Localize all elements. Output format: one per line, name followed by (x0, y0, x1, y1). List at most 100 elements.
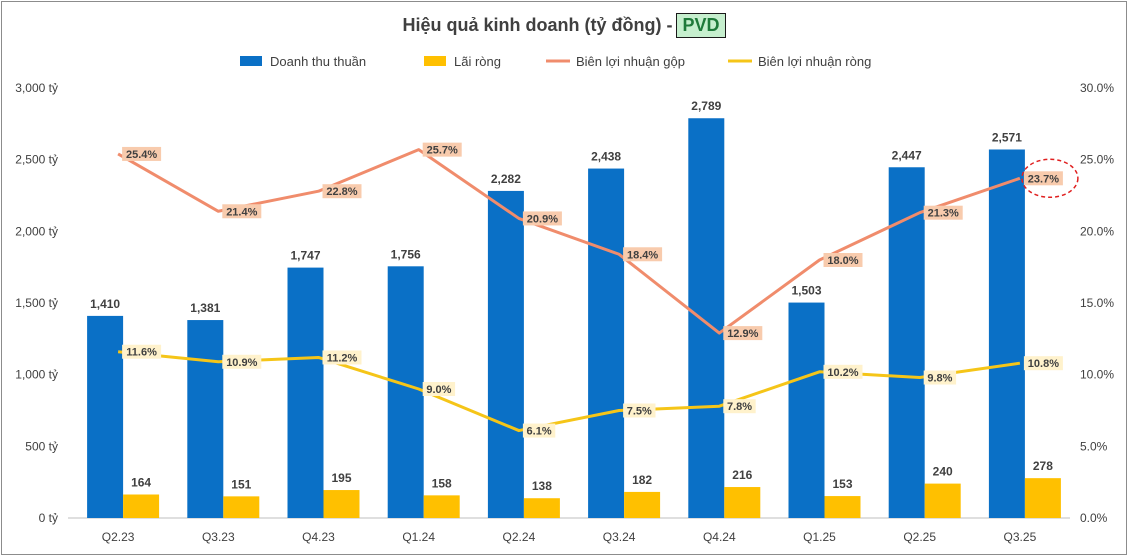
gross-margin-label-bg (923, 205, 963, 220)
net-margin-label-bg (122, 344, 162, 359)
net-margin-label: 7.8% (727, 401, 752, 413)
revenue-bar (87, 315, 124, 518)
net-margin-label-bg (1023, 356, 1063, 371)
gross-margin-label: 25.7% (427, 145, 458, 157)
revenue-bar-label: 2,571 (992, 130, 1022, 144)
legend-label: Biên lợi nhuận ròng (758, 54, 871, 69)
y-left-tick-label: 0 tỷ (39, 511, 58, 525)
net-profit-bar-label: 138 (532, 479, 552, 493)
revenue-bar-label: 2,447 (892, 148, 922, 162)
net-margin-label-bg (923, 370, 957, 385)
net-margin-label-bg (522, 423, 556, 438)
net-margin-label-bg (623, 403, 656, 418)
legend-swatch (424, 56, 446, 66)
revenue-bar (387, 266, 424, 518)
net-margin-label-bg (322, 350, 362, 365)
net-profit-bar (123, 494, 160, 518)
net-margin-label-bg (422, 382, 456, 396)
net-profit-bar-label: 151 (231, 477, 251, 491)
y-right-tick-label: 30.0% (1080, 81, 1114, 95)
net-profit-bar-label: 158 (432, 476, 452, 490)
x-tick-label: Q1.24 (402, 530, 435, 544)
net-margin-label: 9.8% (927, 373, 952, 385)
revenue-bar (788, 302, 825, 518)
y-left-tick-label: 500 tỷ (25, 439, 58, 453)
legend-label: Biên lợi nhuận gộp (576, 54, 685, 69)
gross-margin-label: 21.4% (226, 206, 257, 218)
net-profit-bar (724, 487, 761, 518)
gross-margin-label-bg (723, 326, 763, 341)
revenue-bar (287, 267, 324, 518)
net-margin-label: 7.5% (627, 406, 652, 418)
net-margin-label: 11.2% (327, 352, 358, 364)
chart-title: Hiệu quả kinh doanh (tỷ đồng) - PVD (0, 13, 1128, 38)
net-profit-bar (223, 496, 260, 518)
gross-margin-label: 23.7% (1028, 173, 1059, 185)
net-profit-bar-label: 153 (832, 477, 852, 491)
y-right-tick-label: 5.0% (1080, 439, 1108, 453)
revenue-bar-label: 2,282 (491, 172, 521, 186)
y-right-tick-label: 15.0% (1080, 296, 1114, 310)
gross-margin-label: 25.4% (126, 149, 157, 161)
gross-margin-label-bg (222, 204, 262, 219)
x-tick-label: Q3.25 (1004, 530, 1037, 544)
y-left-tick-label: 1,500 tỷ (15, 296, 58, 310)
revenue-bar-label: 1,756 (391, 247, 421, 261)
revenue-bar-label: 1,410 (90, 297, 120, 311)
revenue-bar (487, 190, 524, 518)
legend-label: Doanh thu thuần (270, 54, 366, 69)
gross-margin-label-bg (623, 247, 663, 262)
x-tick-label: Q2.24 (503, 530, 536, 544)
gross-margin-label: 22.8% (326, 186, 357, 198)
x-tick-label: Q4.23 (302, 530, 335, 544)
y-right-tick-label: 0.0% (1080, 511, 1108, 525)
revenue-bar-label: 1,503 (791, 284, 821, 298)
net-profit-bar-label: 164 (131, 475, 151, 489)
gross-margin-label: 21.3% (928, 208, 959, 220)
net-profit-bar (624, 491, 661, 518)
net-profit-bar (1024, 478, 1061, 518)
gross-margin-line (117, 148, 1021, 335)
gross-margin-label-bg (322, 184, 362, 199)
net-margin-label-bg (222, 354, 262, 369)
net-profit-bar (523, 498, 560, 518)
revenue-bar-label: 2,789 (691, 99, 721, 113)
x-tick-label: Q1.25 (803, 530, 836, 544)
net-profit-bar (323, 490, 360, 518)
revenue-bar (688, 118, 725, 518)
net-profit-bar-label: 240 (933, 465, 953, 479)
y-right-tick-label: 20.0% (1080, 224, 1114, 238)
revenue-bar (588, 168, 625, 518)
gross-margin-label: 18.4% (627, 249, 658, 261)
net-margin-label: 10.8% (1028, 358, 1059, 370)
gross-margin-label: 20.9% (527, 213, 558, 225)
x-tick-label: Q3.24 (603, 530, 636, 544)
net-profit-bar (423, 495, 460, 518)
revenue-bar (187, 320, 224, 518)
net-profit-bar (924, 483, 961, 518)
net-profit-bar-label: 182 (632, 473, 652, 487)
y-left-tick-label: 1,000 tỷ (15, 368, 58, 382)
net-profit-bar-label: 195 (331, 471, 351, 485)
net-margin-label: 10.9% (226, 357, 257, 369)
gross-margin-label-bg (522, 211, 562, 226)
net-margin-label-bg (723, 399, 756, 414)
net-margin-label-bg (823, 364, 863, 379)
gross-margin-label-bg (1023, 171, 1063, 186)
gross-margin-label: 18.0% (827, 255, 858, 267)
y-left-tick-label: 2,500 tỷ (15, 153, 58, 167)
x-tick-label: Q2.23 (102, 530, 135, 544)
net-margin-label: 6.1% (527, 426, 552, 438)
y-left-tick-label: 3,000 tỷ (15, 81, 58, 95)
gross-margin-label-bg (823, 253, 863, 267)
ticker-badge: PVD (676, 13, 726, 38)
legend-label: Lãi ròng (454, 54, 501, 69)
legend-swatch (240, 56, 262, 66)
revenue-bar-label: 1,381 (190, 301, 220, 315)
x-tick-label: Q2.25 (903, 530, 936, 544)
x-tick-label: Q3.23 (202, 530, 235, 544)
net-margin-label: 9.0% (426, 384, 451, 396)
y-left-tick-label: 2,000 tỷ (15, 224, 58, 238)
net-margin-line (117, 350, 1021, 433)
